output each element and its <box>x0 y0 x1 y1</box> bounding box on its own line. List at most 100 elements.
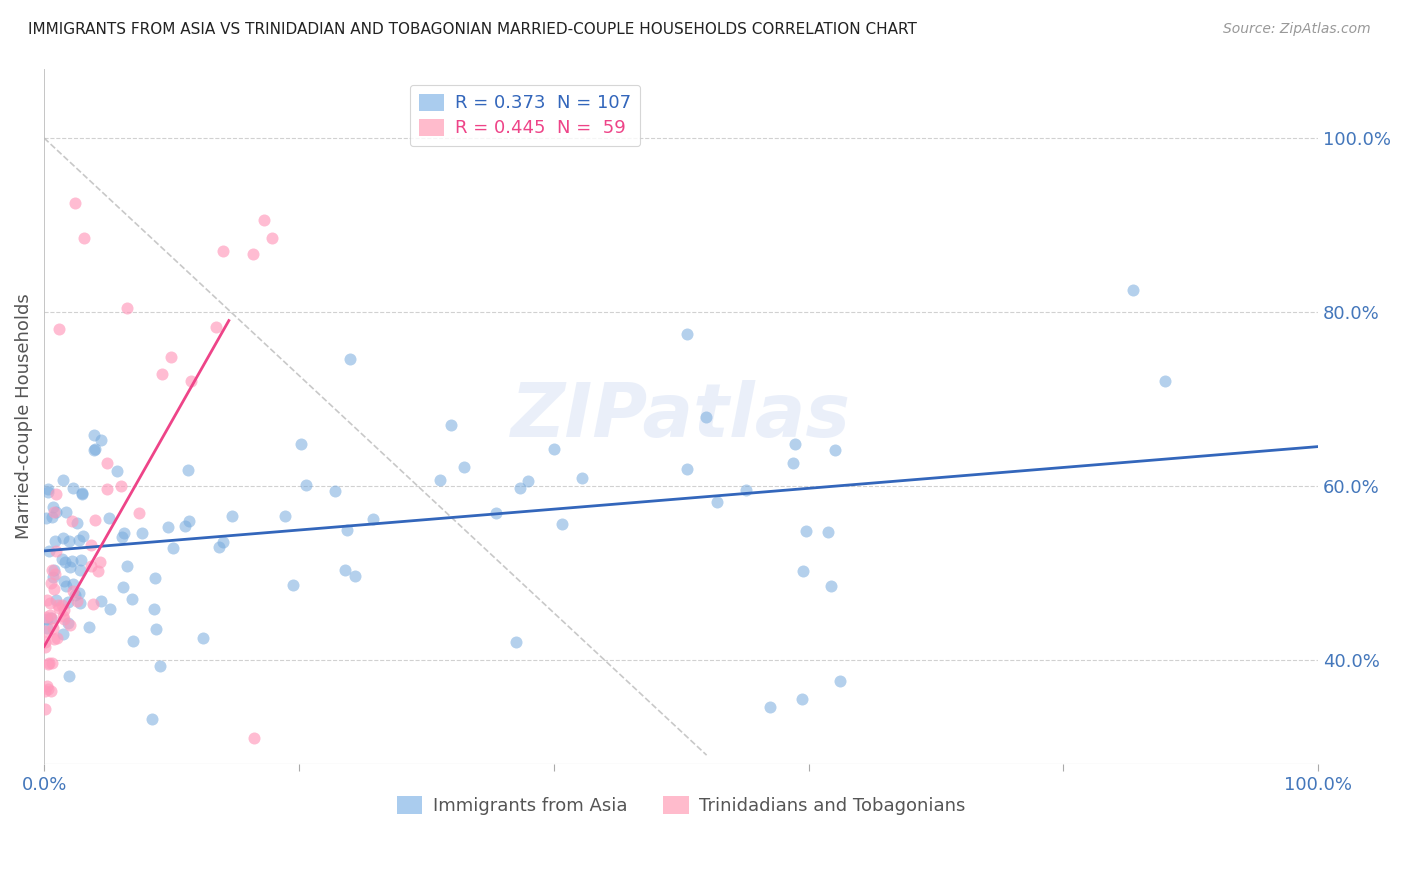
Point <box>344 569 367 583</box>
Point <box>45 631 67 645</box>
Point <box>62 584 84 599</box>
Point <box>141 712 163 726</box>
Point <box>42 621 65 635</box>
Point <box>117 558 139 573</box>
Point <box>44 533 66 548</box>
Point <box>783 437 806 451</box>
Point <box>83 442 105 457</box>
Point <box>38 544 60 558</box>
Point <box>323 483 346 498</box>
Point <box>824 442 846 457</box>
Point <box>794 524 817 538</box>
Point <box>55 579 77 593</box>
Point <box>67 586 90 600</box>
Point <box>52 627 75 641</box>
Point <box>429 473 451 487</box>
Point <box>35 593 58 607</box>
Point <box>52 531 75 545</box>
Point <box>281 577 304 591</box>
Point <box>1122 283 1144 297</box>
Point <box>34 640 56 654</box>
Point <box>160 350 183 364</box>
Point <box>162 541 184 555</box>
Point <box>1154 375 1177 389</box>
Point <box>83 442 105 457</box>
Point <box>69 563 91 577</box>
Text: ZIPatlas: ZIPatlas <box>512 380 851 452</box>
Point <box>260 231 283 245</box>
Point <box>90 593 112 607</box>
Point <box>96 482 118 496</box>
Point <box>44 505 66 519</box>
Point <box>51 598 73 612</box>
Point <box>51 552 73 566</box>
Point <box>150 367 173 381</box>
Point <box>273 509 295 524</box>
Point <box>517 474 540 488</box>
Point <box>191 632 214 646</box>
Point <box>96 456 118 470</box>
Point <box>145 622 167 636</box>
Point <box>45 487 67 501</box>
Point <box>45 505 67 519</box>
Point <box>792 691 814 706</box>
Point <box>48 322 70 336</box>
Point <box>35 610 58 624</box>
Point <box>56 595 79 609</box>
Point <box>70 487 93 501</box>
Point <box>543 442 565 456</box>
Legend: Immigrants from Asia, Trinidadians and Tobagonians: Immigrants from Asia, Trinidadians and T… <box>388 788 974 824</box>
Point <box>42 582 65 596</box>
Point <box>131 525 153 540</box>
Point <box>180 374 202 388</box>
Point <box>208 541 231 555</box>
Point <box>37 621 59 635</box>
Point <box>69 596 91 610</box>
Point <box>695 410 717 425</box>
Point <box>44 632 66 646</box>
Point <box>37 612 59 626</box>
Point <box>339 351 361 366</box>
Point <box>817 525 839 540</box>
Point <box>211 244 233 258</box>
Point <box>333 563 356 577</box>
Point <box>143 571 166 585</box>
Point <box>157 519 180 533</box>
Point <box>205 319 228 334</box>
Point <box>62 577 84 591</box>
Point <box>39 611 62 625</box>
Point <box>98 601 121 615</box>
Point <box>179 514 201 528</box>
Point <box>39 575 62 590</box>
Point <box>63 196 86 211</box>
Point <box>42 500 65 515</box>
Point <box>87 564 110 578</box>
Point <box>44 567 66 582</box>
Point <box>77 620 100 634</box>
Point <box>58 669 80 683</box>
Point <box>38 656 60 670</box>
Point <box>67 533 90 547</box>
Point <box>820 579 842 593</box>
Point <box>759 700 782 714</box>
Point <box>63 589 86 603</box>
Point <box>39 684 62 698</box>
Point <box>107 464 129 478</box>
Point <box>41 611 63 625</box>
Point <box>41 510 63 524</box>
Point <box>60 514 83 528</box>
Point <box>440 417 463 432</box>
Point <box>39 608 62 623</box>
Point <box>290 437 312 451</box>
Point <box>48 601 70 615</box>
Point <box>56 615 79 630</box>
Text: Source: ZipAtlas.com: Source: ZipAtlas.com <box>1223 22 1371 37</box>
Point <box>42 570 65 584</box>
Point <box>676 326 699 341</box>
Point <box>148 658 170 673</box>
Point <box>66 516 89 531</box>
Point <box>45 544 67 558</box>
Point <box>212 535 235 549</box>
Point <box>34 702 56 716</box>
Point <box>115 301 138 315</box>
